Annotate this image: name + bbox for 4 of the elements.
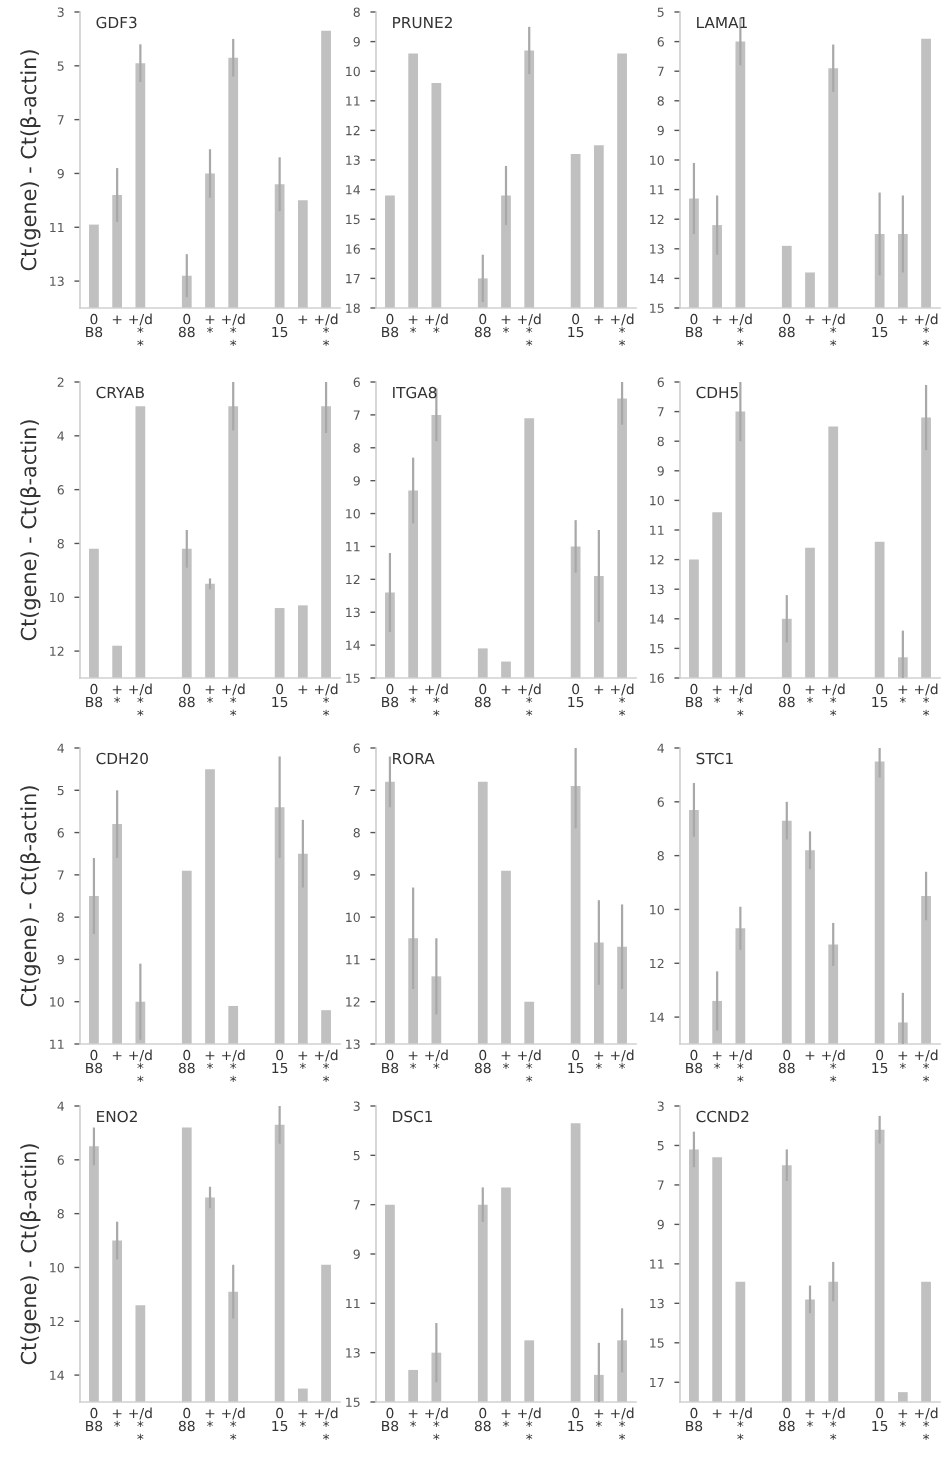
y-axis-title: Ct(gene) - Ct(β-actin): [20, 420, 41, 641]
y-axis-title: Ct(gene) - Ct(β-actin): [20, 1144, 41, 1365]
y-axis-title: Ct(gene) - Ct(β-actin): [20, 786, 41, 1007]
y-axis-title: Ct(gene) - Ct(β-actin): [20, 50, 41, 271]
